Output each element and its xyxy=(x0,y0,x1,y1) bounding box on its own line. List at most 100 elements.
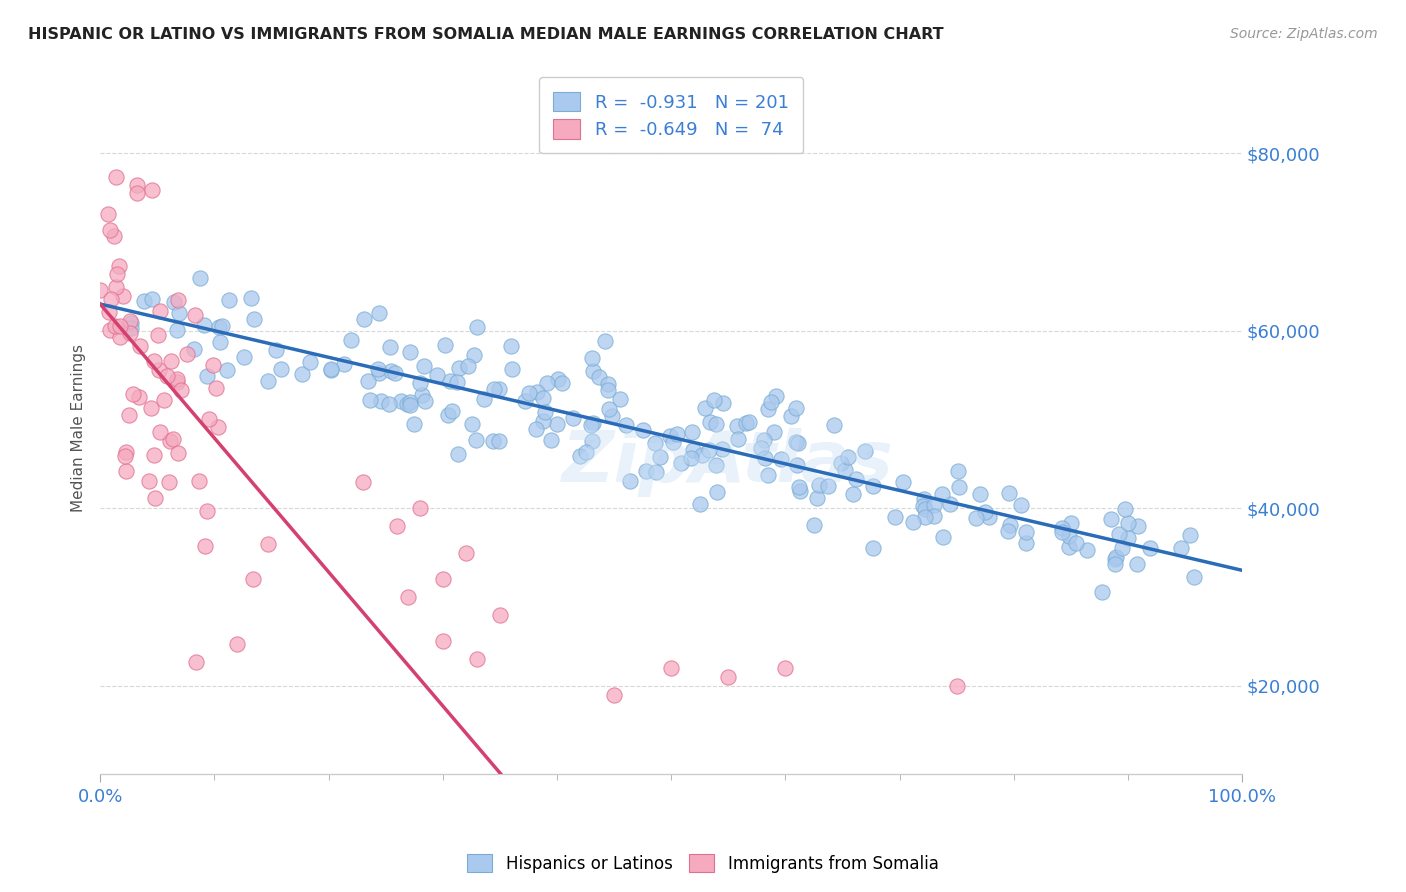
Point xyxy=(662,435,685,450)
Point xyxy=(121,387,143,401)
Point xyxy=(413,359,436,374)
Point xyxy=(579,417,602,432)
Point xyxy=(463,348,485,362)
Point xyxy=(201,358,224,372)
Point xyxy=(194,539,217,553)
Point xyxy=(693,401,716,415)
Point xyxy=(569,449,592,463)
Point xyxy=(1015,536,1038,550)
Point xyxy=(1139,541,1161,555)
Point xyxy=(786,458,808,472)
Point xyxy=(148,363,170,377)
Point xyxy=(912,500,935,514)
Point xyxy=(735,416,758,430)
Point xyxy=(370,393,392,408)
Point xyxy=(120,316,142,330)
Point xyxy=(699,415,721,429)
Point xyxy=(367,362,389,376)
Point xyxy=(689,497,711,511)
Point xyxy=(120,321,142,335)
Point xyxy=(482,382,505,396)
Point xyxy=(561,411,583,425)
Point xyxy=(614,417,637,432)
Point xyxy=(120,326,142,340)
Point xyxy=(195,504,218,518)
Point xyxy=(266,343,288,358)
Point xyxy=(166,375,188,389)
Point xyxy=(922,509,945,524)
Point xyxy=(488,382,510,396)
Point xyxy=(644,436,666,450)
Point xyxy=(581,351,603,365)
Point xyxy=(787,436,810,450)
Point xyxy=(524,422,547,436)
Point xyxy=(208,320,231,334)
Point xyxy=(837,450,859,464)
Point xyxy=(481,434,503,449)
Point xyxy=(384,366,406,380)
Point xyxy=(891,475,914,490)
Point xyxy=(413,393,436,408)
Point xyxy=(501,361,523,376)
Point xyxy=(1064,536,1087,550)
Point xyxy=(575,444,598,458)
Point xyxy=(270,362,292,376)
Point xyxy=(717,670,740,684)
Point xyxy=(602,409,624,423)
Point xyxy=(446,375,468,389)
Point xyxy=(319,362,342,376)
Point xyxy=(845,472,868,486)
Point xyxy=(115,464,138,478)
Point xyxy=(440,404,463,418)
Point xyxy=(998,486,1021,500)
Point xyxy=(536,376,558,390)
Point xyxy=(149,425,172,440)
Point xyxy=(631,423,654,437)
Point xyxy=(118,409,141,423)
Point xyxy=(551,376,574,390)
Point xyxy=(931,487,953,501)
Point xyxy=(598,376,620,391)
Point xyxy=(762,425,785,440)
Point xyxy=(534,405,557,419)
Point xyxy=(160,354,183,368)
Point xyxy=(153,392,176,407)
Point xyxy=(461,417,484,432)
Point xyxy=(399,344,422,359)
Point xyxy=(666,426,689,441)
Point xyxy=(1104,557,1126,571)
Point xyxy=(945,679,967,693)
Point xyxy=(658,429,681,443)
Point xyxy=(659,661,682,675)
Point xyxy=(785,434,807,449)
Point xyxy=(446,447,468,461)
Point xyxy=(141,183,163,197)
Point xyxy=(749,441,772,455)
Point xyxy=(703,393,725,408)
Point xyxy=(765,389,787,403)
Point xyxy=(785,401,807,415)
Point xyxy=(787,480,810,494)
Point xyxy=(437,408,460,422)
Point xyxy=(110,330,132,344)
Point xyxy=(830,456,852,470)
Point xyxy=(464,433,486,447)
Point xyxy=(754,451,776,466)
Point xyxy=(609,392,631,406)
Point xyxy=(912,491,935,506)
Point xyxy=(706,485,728,500)
Point xyxy=(402,417,425,431)
Point xyxy=(706,417,728,431)
Point xyxy=(1178,527,1201,541)
Point xyxy=(817,479,839,493)
Point xyxy=(184,655,207,669)
Point xyxy=(1126,557,1149,571)
Point xyxy=(105,170,128,185)
Point xyxy=(619,474,641,488)
Point xyxy=(183,308,205,322)
Point xyxy=(103,229,125,244)
Point xyxy=(1000,517,1022,532)
Point xyxy=(398,590,420,604)
Point xyxy=(218,293,240,308)
Point xyxy=(457,359,479,374)
